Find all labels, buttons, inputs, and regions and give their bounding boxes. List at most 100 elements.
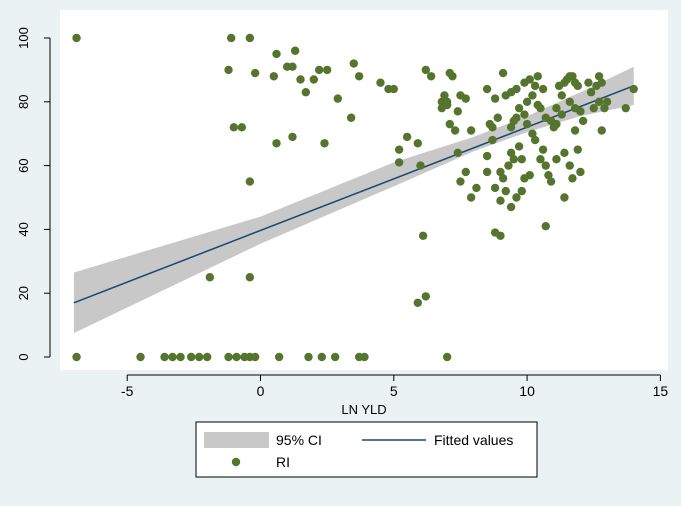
data-point (482, 84, 492, 94)
data-point (272, 139, 281, 148)
data-point (360, 352, 369, 362)
data-point (573, 145, 582, 154)
data-point (269, 72, 279, 81)
data-point (512, 84, 521, 94)
data-point (576, 167, 585, 177)
data-point (322, 65, 332, 75)
data-point (394, 158, 404, 167)
data-point (376, 78, 385, 87)
data-point (557, 91, 566, 100)
data-point (250, 68, 260, 78)
data-point (72, 33, 81, 43)
data-point (597, 78, 606, 87)
data-point (552, 103, 561, 113)
data-point (530, 135, 540, 145)
data-point (245, 273, 255, 282)
data-point (573, 81, 582, 91)
data-point (496, 167, 505, 177)
data-point (461, 167, 470, 177)
data-point (309, 75, 319, 84)
data-point (237, 123, 247, 132)
data-point (522, 97, 532, 107)
x-axis-title: LN YLD (341, 402, 386, 417)
data-point (448, 72, 457, 81)
data-point (205, 273, 215, 282)
data-point (272, 49, 281, 59)
data-point (245, 177, 255, 186)
data-point (536, 103, 545, 113)
data-point (288, 132, 297, 142)
x-tick-label: 10 (519, 383, 535, 399)
data-point (301, 88, 311, 97)
data-point (560, 148, 569, 158)
data-point (482, 151, 492, 161)
data-point (525, 75, 534, 84)
x-tick-label: 5 (390, 383, 398, 399)
data-point (224, 352, 233, 362)
data-point (317, 352, 327, 362)
data-point (490, 183, 500, 193)
y-tick-label: 100 (16, 27, 31, 49)
data-point (426, 72, 436, 81)
points-layer (72, 33, 638, 362)
data-point (456, 177, 465, 186)
ci-band-layer (73, 66, 634, 334)
data-point (538, 84, 548, 94)
y-tick-label: 80 (16, 95, 31, 109)
y-tick-label: 20 (16, 286, 31, 300)
data-point (576, 107, 585, 116)
data-point (160, 352, 169, 362)
data-point (226, 33, 236, 43)
legend-label-ci: 95% CI (276, 432, 322, 448)
data-point (544, 170, 553, 180)
data-point (512, 113, 521, 122)
x-tick-label: 15 (653, 383, 669, 399)
legend-swatch-ri (231, 457, 241, 467)
data-point (290, 46, 300, 55)
data-point (522, 119, 532, 129)
data-point (584, 78, 593, 87)
data-point (594, 72, 604, 81)
data-point (568, 72, 577, 81)
data-point (570, 126, 580, 135)
data-point (506, 148, 516, 158)
x-tick-label: 0 (257, 383, 265, 399)
data-point (496, 196, 505, 205)
data-point (514, 103, 524, 113)
data-point (490, 94, 500, 103)
data-point (525, 170, 534, 180)
data-point (394, 145, 404, 154)
data-point (418, 231, 428, 240)
data-point (472, 183, 481, 193)
data-point (445, 119, 454, 129)
legend-label-fitted: Fitted values (434, 432, 513, 448)
data-point (504, 161, 513, 170)
y-tick-label: 0 (16, 353, 31, 360)
fitted-line (73, 85, 635, 304)
data-point (413, 298, 422, 307)
data-point (514, 142, 524, 151)
y-tick-label: 60 (16, 158, 31, 172)
data-point (72, 352, 81, 362)
data-point (568, 174, 577, 183)
data-point (602, 97, 612, 107)
data-point (250, 352, 260, 362)
data-point (288, 62, 297, 71)
data-point (506, 123, 516, 132)
data-point (578, 116, 588, 126)
data-point (453, 148, 462, 158)
data-point (349, 59, 359, 68)
data-point (314, 65, 324, 75)
axes: 0 20 40 60 80 100 -5 0 5 10 15 (16, 27, 668, 399)
data-point (453, 107, 462, 116)
data-point (530, 81, 540, 91)
data-point (402, 132, 412, 142)
data-point (565, 97, 574, 107)
data-point (506, 202, 516, 212)
legend-label-ri: RI (276, 454, 290, 470)
data-point (440, 91, 449, 100)
data-point (416, 161, 425, 170)
data-point (488, 135, 497, 145)
data-point (224, 65, 233, 75)
